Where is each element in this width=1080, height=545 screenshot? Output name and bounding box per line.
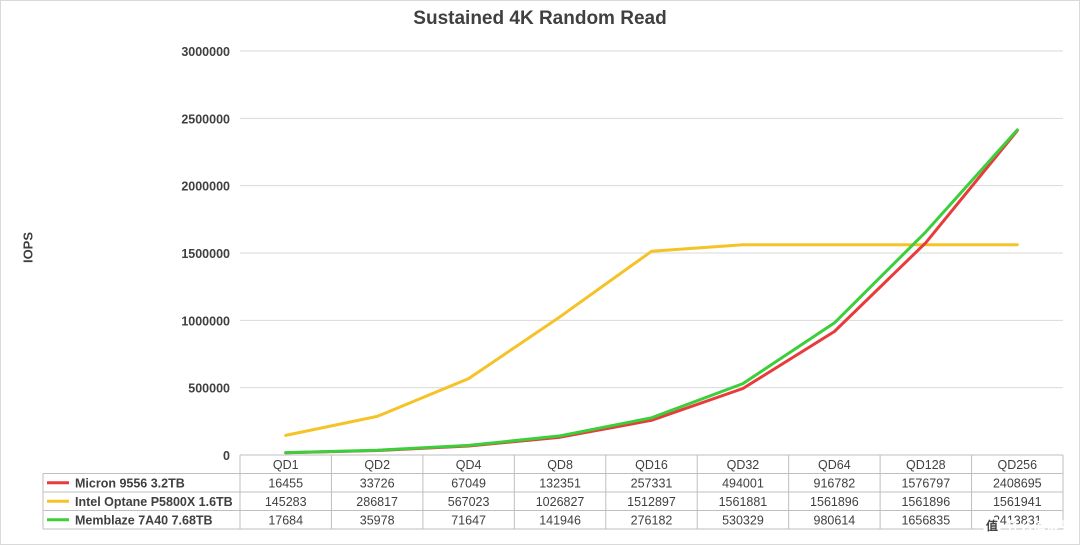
data-label: 33726	[360, 476, 395, 490]
data-label: 132351	[539, 476, 581, 490]
data-label: 1576797	[901, 476, 950, 490]
data-label: 141946	[539, 513, 581, 527]
x-tick-label: QD64	[818, 458, 851, 472]
x-tick-label: QD128	[906, 458, 946, 472]
data-label: 1026827	[536, 495, 585, 509]
y-tick-label: 3000000	[181, 45, 230, 59]
x-tick-label: QD16	[635, 458, 668, 472]
series-line-0	[284, 129, 1019, 455]
x-tick-label: QD2	[364, 458, 390, 472]
x-tick-label: QD1	[273, 458, 299, 472]
legend-label: Micron 9556 3.2TB	[75, 476, 185, 490]
data-label: 257331	[631, 476, 673, 490]
x-tick-label: QD32	[727, 458, 760, 472]
y-tick-label: 0	[223, 449, 230, 463]
data-label: 1561941	[993, 495, 1042, 509]
data-label: 1512897	[627, 495, 676, 509]
watermark-logo-icon: 值	[982, 516, 1001, 535]
y-tick-label: 1500000	[181, 247, 230, 261]
legend-label: Intel Optane P5800X 1.6TB	[75, 495, 233, 509]
data-label: 276182	[631, 513, 673, 527]
data-label: 530329	[722, 513, 764, 527]
data-label: 67049	[451, 476, 486, 490]
watermark-label: 什么值得买	[1006, 519, 1072, 534]
data-label: 71647	[451, 513, 486, 527]
data-label: 1656835	[901, 513, 950, 527]
chart-title: Sustained 4K Random Read	[413, 8, 667, 29]
y-tick-label: 500000	[188, 382, 230, 396]
series-line-1	[284, 243, 1019, 437]
data-label: 1561881	[719, 495, 768, 509]
data-label: 916782	[814, 476, 856, 490]
y-tick-label: 2000000	[181, 180, 230, 194]
data-label: 16455	[268, 476, 303, 490]
data-label: 35978	[360, 513, 395, 527]
data-label: 1561896	[810, 495, 859, 509]
data-label: 145283	[265, 495, 307, 509]
data-label: 1561896	[901, 495, 950, 509]
y-tick-label: 1000000	[181, 314, 230, 328]
watermark: 值 什么值得买	[982, 516, 1072, 535]
y-tick-label: 2500000	[181, 112, 230, 126]
data-label: 494001	[722, 476, 764, 490]
x-tick-label: QD4	[456, 458, 482, 472]
data-label: 980614	[814, 513, 856, 527]
data-label: 567023	[448, 495, 490, 509]
data-label: 286817	[356, 495, 398, 509]
x-tick-label: QD8	[547, 458, 573, 472]
legend-label: Memblaze 7A40 7.68TB	[75, 513, 213, 527]
data-label: 17684	[268, 513, 303, 527]
series-line-2	[284, 128, 1019, 455]
data-label: 2413831	[993, 513, 1042, 527]
data-label: 2408695	[993, 476, 1042, 490]
x-tick-label: QD256	[997, 458, 1037, 472]
